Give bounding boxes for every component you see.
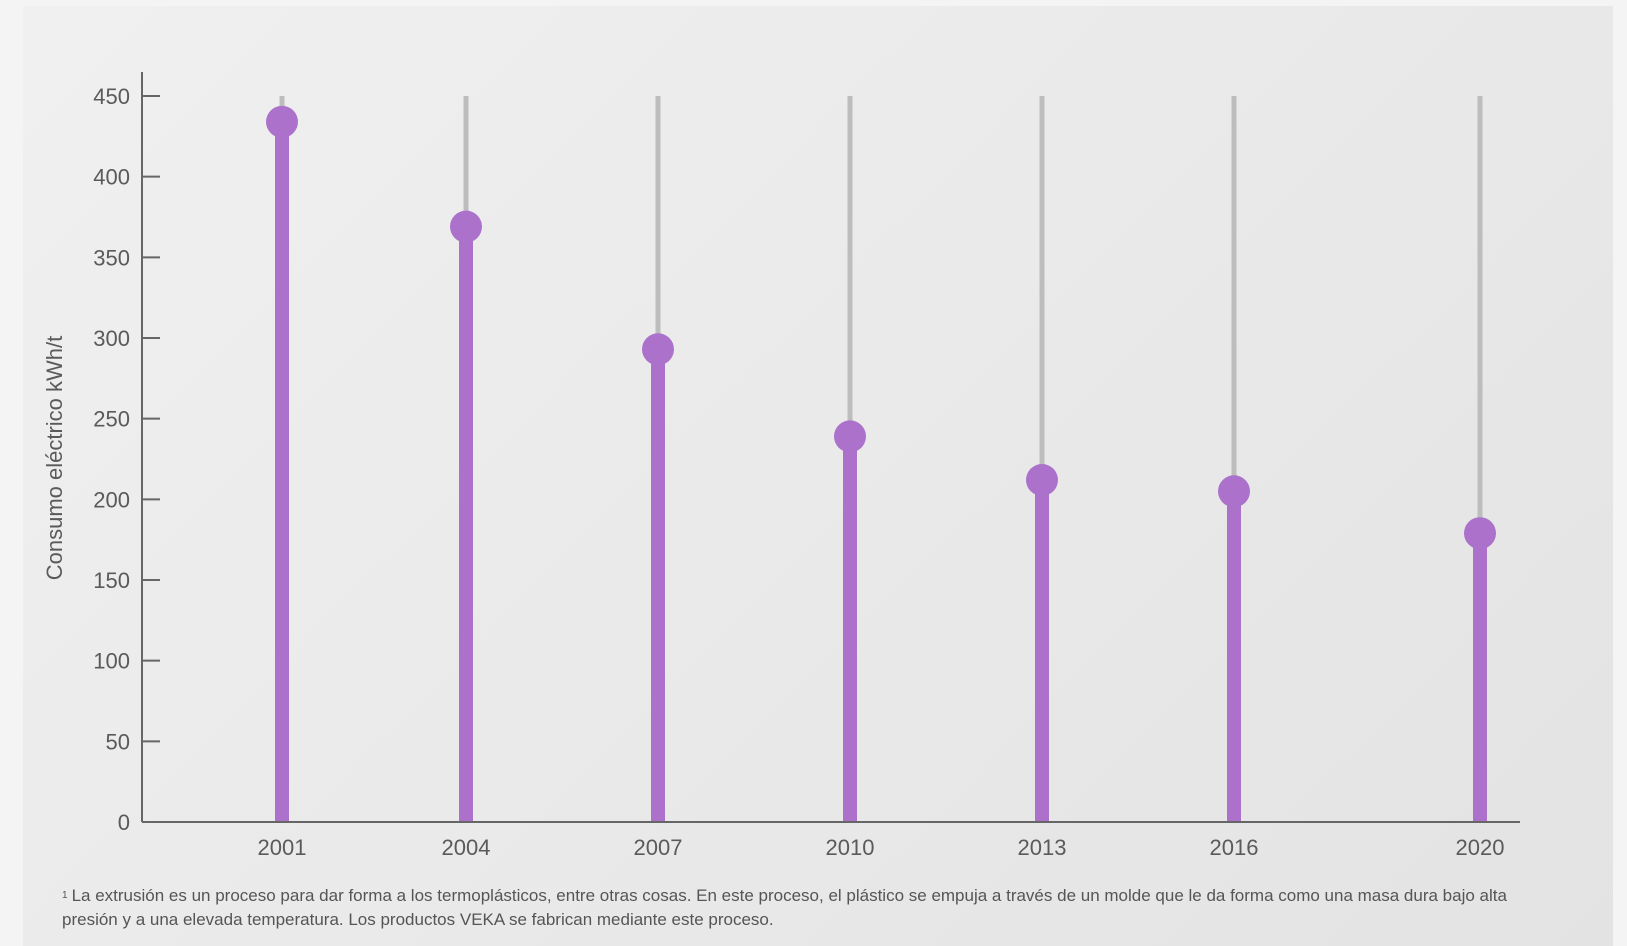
y-tick-label-0: 0 [118,810,130,835]
x-tick-label-2016: 2016 [1210,835,1259,860]
value-dots [266,105,1496,550]
y-tick-label-450: 450 [93,84,130,109]
x-tick-label-2010: 2010 [826,835,875,860]
y-tick-label-100: 100 [93,649,130,674]
x-tick-label-2001: 2001 [258,835,307,860]
footnote-marker: 1 [62,890,68,901]
dot-2013 [1026,463,1058,496]
y-axis-title: Consumo eléctrico kWh/t [42,336,67,581]
x-tick-label-2004: 2004 [442,835,491,860]
value-stems [275,121,1487,822]
dot-2007 [642,333,674,366]
dot-2001 [266,105,298,138]
dot-2004 [450,210,482,243]
dot-2020 [1464,517,1496,550]
y-tick-label-150: 150 [93,568,130,593]
x-tick-label-2007: 2007 [634,835,683,860]
y-tick-label-400: 400 [93,165,130,190]
footnote: 1 La extrusión es un proceso para dar for… [62,884,1542,932]
x-axis: 2001 2004 2007 2010 2013 2016 2020 [142,821,1520,860]
footnote-text: La extrusión es un proceso para dar form… [62,886,1507,929]
y-axis: 0 50 100 150 200 250 300 350 400 450 [93,72,160,835]
y-tick-label-300: 300 [93,326,130,351]
x-tick-label-2013: 2013 [1018,835,1067,860]
y-tick-label-50: 50 [106,729,130,754]
x-tick-label-2020: 2020 [1456,835,1505,860]
dot-2016 [1218,475,1250,508]
dot-2010 [834,420,866,453]
y-tick-label-200: 200 [93,487,130,512]
y-tick-label-350: 350 [93,245,130,270]
y-tick-label-250: 250 [93,407,130,432]
